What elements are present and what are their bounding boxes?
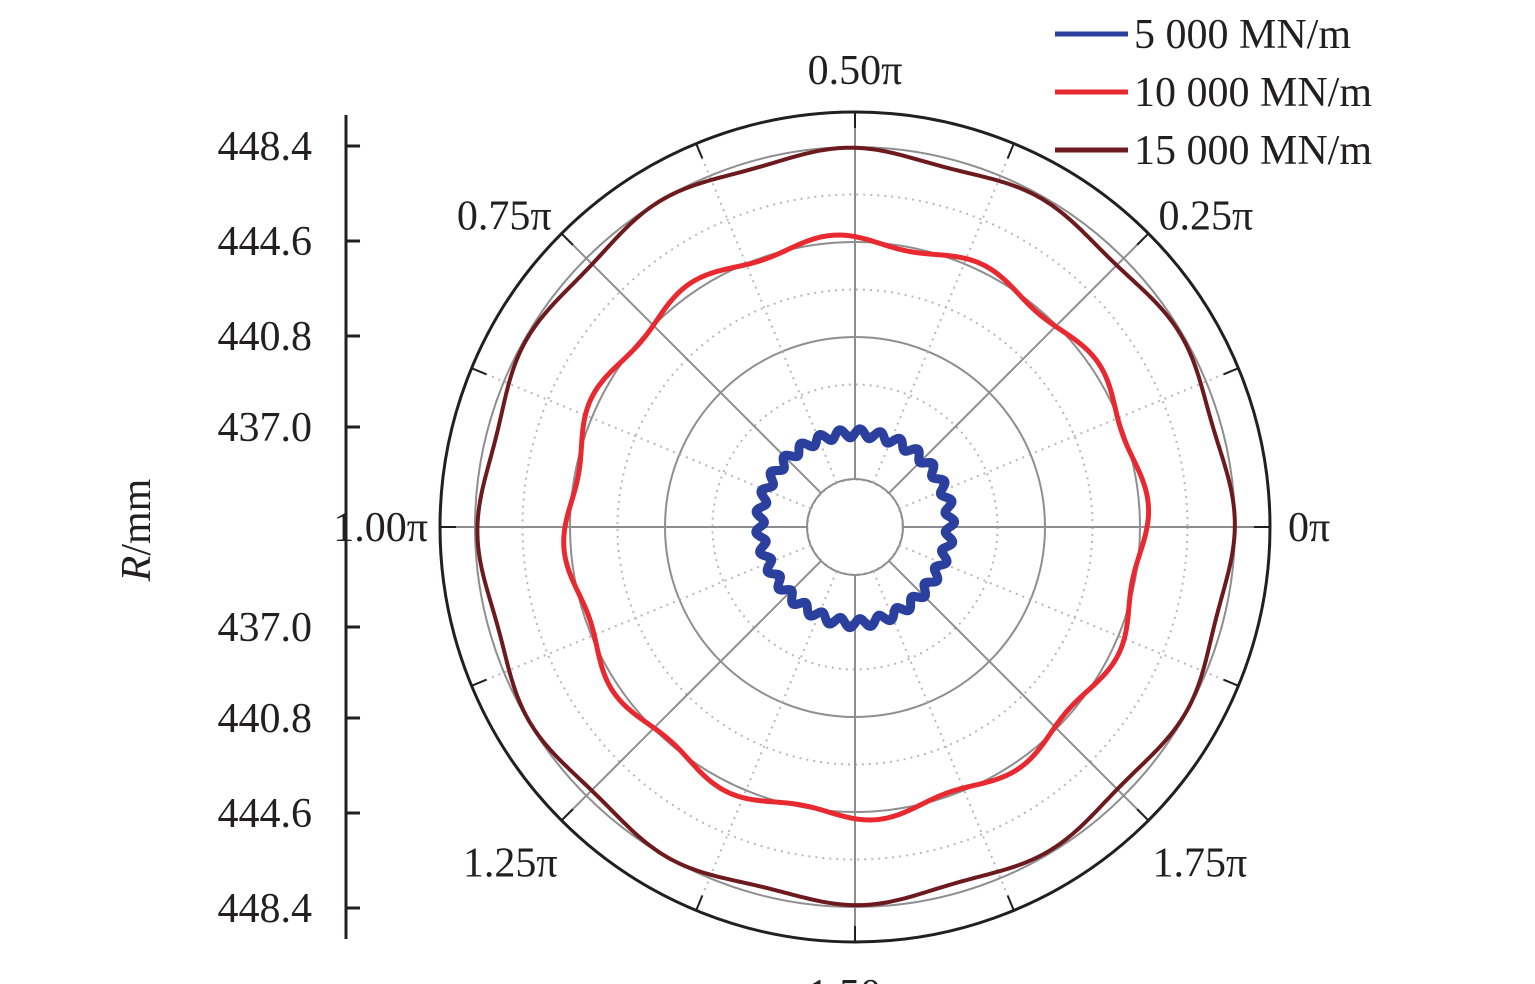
radial-tick-label: 444.6: [218, 219, 313, 265]
grid-ring-inner: [806, 478, 904, 576]
angular-tick: [1223, 678, 1239, 687]
series-line-1: [751, 424, 960, 633]
angular-tick: [560, 232, 574, 246]
radial-axis-label-symbol: R: [114, 556, 160, 583]
angular-tick: [1223, 367, 1239, 376]
grid-spoke: [888, 560, 1150, 822]
radial-axis-label-unit: /mm: [114, 478, 160, 555]
angle-tick-label: 1.75π: [1152, 840, 1247, 886]
polar-outer-boundary: [438, 110, 1272, 944]
grid-spoke: [560, 232, 822, 494]
angle-tick-label: 1.00π: [333, 505, 428, 551]
angular-tick-labels: 0π 0.25π 0.50π 0.75π 1.00π 1.25π 1.50π 1.75π: [333, 48, 1330, 984]
angular-tick: [560, 808, 574, 822]
angle-tick-label: 0.25π: [1158, 194, 1253, 240]
grid-spoke-minor: [471, 367, 812, 510]
radial-tick-label: 448.4: [218, 886, 313, 932]
angular-tick: [1006, 143, 1015, 159]
angular-tick: [471, 367, 487, 376]
grid-spoke-minor: [695, 570, 838, 911]
radial-tick-label: 440.8: [218, 696, 313, 742]
angle-tick-label: 1.25π: [463, 840, 558, 886]
legend-label-1: 5 000 MN/m: [1134, 12, 1351, 58]
angle-tick-label: 0π: [1288, 505, 1330, 551]
radial-tick-label: 448.4: [218, 124, 313, 170]
grid-spoke-minor: [898, 544, 1239, 687]
series-line-2: [561, 232, 1152, 823]
grid-spoke-minor: [872, 570, 1015, 911]
angular-tick: [695, 143, 704, 159]
series-line-3: [475, 145, 1237, 908]
angle-tick-label: 0.75π: [457, 194, 552, 240]
grid-spoke-minor: [872, 143, 1015, 484]
grid-spoke-minor: [898, 367, 1239, 510]
angular-tick: [1006, 895, 1015, 911]
angular-tick: [1136, 232, 1150, 246]
angular-tick: [1136, 808, 1150, 822]
polar-grid: [438, 110, 1272, 944]
angular-tick: [695, 895, 704, 911]
grid-spoke: [560, 560, 822, 822]
grid-spoke-minor: [471, 544, 812, 687]
radial-axis: 448.4 444.6 440.8 437.0 437.0 440.8 444.6 448.4: [218, 115, 360, 939]
legend-label-3: 15 000 MN/m: [1134, 128, 1372, 174]
radial-tick-label: 444.6: [218, 791, 313, 837]
legend-label-2: 10 000 MN/m: [1134, 70, 1372, 116]
radial-tick-label: 437.0: [218, 605, 313, 651]
grid-spoke: [888, 232, 1150, 494]
radial-tick-label: 440.8: [218, 314, 313, 360]
angle-tick-label: 0.50π: [808, 48, 903, 94]
legend: 5 000 MN/m 10 000 MN/m 15 000 MN/m: [1055, 12, 1372, 174]
radial-tick-label: 437.0: [218, 405, 313, 451]
series-lines: [475, 145, 1237, 908]
angular-tick: [471, 678, 487, 687]
radial-axis-label: R/mm: [114, 478, 160, 582]
grid-spoke-minor: [695, 143, 838, 484]
angle-tick-label: 1.50π: [808, 972, 903, 984]
